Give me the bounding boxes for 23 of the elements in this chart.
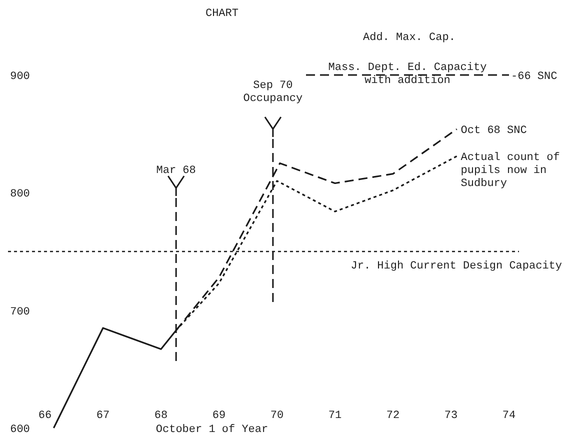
x-tick-label: 71 (328, 410, 342, 422)
x-tick-label: 67 (96, 410, 110, 422)
x-tick-label: 70 (270, 410, 284, 422)
x-tick-label: 66 (38, 410, 52, 422)
text: Add. Max. Cap. (363, 32, 456, 44)
series-label: Oct 68 SNC (460, 125, 528, 138)
ref-line-label: Sep 70 Occupancy (243, 80, 304, 105)
x-axis-title: October 1 of Year (156, 424, 268, 435)
y-tick-label: 600 (10, 424, 30, 435)
series-label: Actual count of pupils now in Sudbury (460, 152, 560, 190)
x-tick-label: 73 (444, 410, 458, 422)
series-label: Mass. Dept. Ed. Capacity with addition (328, 62, 488, 87)
y-tick-label: 700 (10, 306, 30, 318)
chart-title: CHART (205, 8, 239, 20)
annotation: -66 SNC (511, 71, 558, 83)
x-tick-label: 74 (502, 410, 516, 422)
ref-line-label: Mar 68 (156, 165, 196, 177)
ref-line-label: Jr. High Current Design Capacity (350, 260, 562, 272)
x-tick-label: 68 (154, 410, 168, 422)
x-tick-label: 69 (212, 410, 226, 422)
y-tick-label: 800 (10, 188, 30, 201)
y-tick-label: 900 (10, 71, 30, 83)
x-tick-label: 72 (386, 410, 400, 422)
